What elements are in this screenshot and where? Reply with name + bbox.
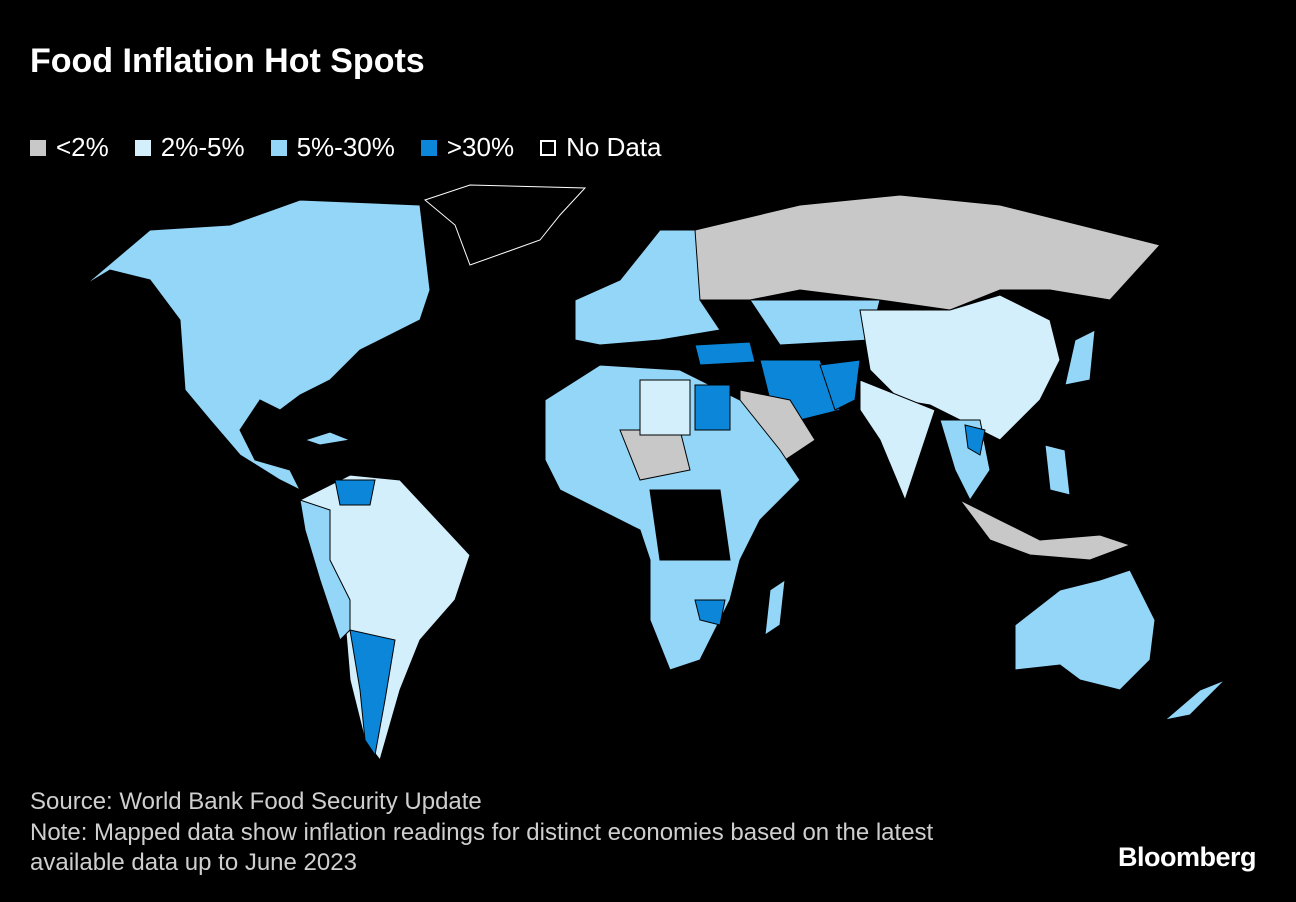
legend-label: 2%-5% <box>160 132 245 162</box>
argentina <box>349 629 396 757</box>
legend-item: <2% <box>30 132 109 163</box>
legend-swatch <box>134 139 151 156</box>
australia <box>1014 569 1156 691</box>
brand-logo: Bloomberg <box>1117 842 1257 872</box>
zimbabwe <box>694 599 726 626</box>
legend-item: 2%-5% <box>134 132 245 163</box>
pakistan <box>819 359 861 411</box>
new-zealand <box>1163 679 1226 721</box>
north-america <box>84 199 431 492</box>
laos <box>964 424 986 456</box>
madagascar <box>764 578 786 637</box>
japan <box>1064 329 1096 386</box>
caribbean <box>303 431 352 446</box>
legend-swatch <box>540 139 557 156</box>
philippines <box>1044 444 1071 496</box>
india <box>859 379 936 502</box>
turkey <box>694 341 756 366</box>
legend-item: No Data <box>540 132 662 163</box>
world-map <box>84 184 1226 762</box>
legend-label: >30% <box>446 132 515 162</box>
legend-label: <2% <box>56 132 109 162</box>
note: Note: Mapped data show inflation reading… <box>30 819 934 876</box>
legend-item: 5%-30% <box>270 132 395 163</box>
central-asia <box>749 299 881 346</box>
greenland <box>423 184 587 266</box>
legend-label: No Data <box>566 132 662 162</box>
title: Food Inflation Hot Spots <box>30 42 425 80</box>
russia <box>694 194 1161 311</box>
source: Source: World Bank Food Security Update <box>30 788 482 815</box>
legend-swatch <box>420 139 437 156</box>
legend-label: 5%-30% <box>296 132 395 162</box>
legend: <2% 2%-5% 5%-30% >30% No Data <box>30 132 662 163</box>
legend-swatch <box>270 139 287 156</box>
egypt <box>694 384 731 431</box>
indonesia <box>959 499 1132 561</box>
venezuela <box>334 479 376 506</box>
central-africa <box>649 489 731 561</box>
libya <box>639 379 691 436</box>
legend-item: >30% <box>420 132 515 163</box>
europe <box>574 229 721 346</box>
legend-swatch <box>30 139 46 156</box>
